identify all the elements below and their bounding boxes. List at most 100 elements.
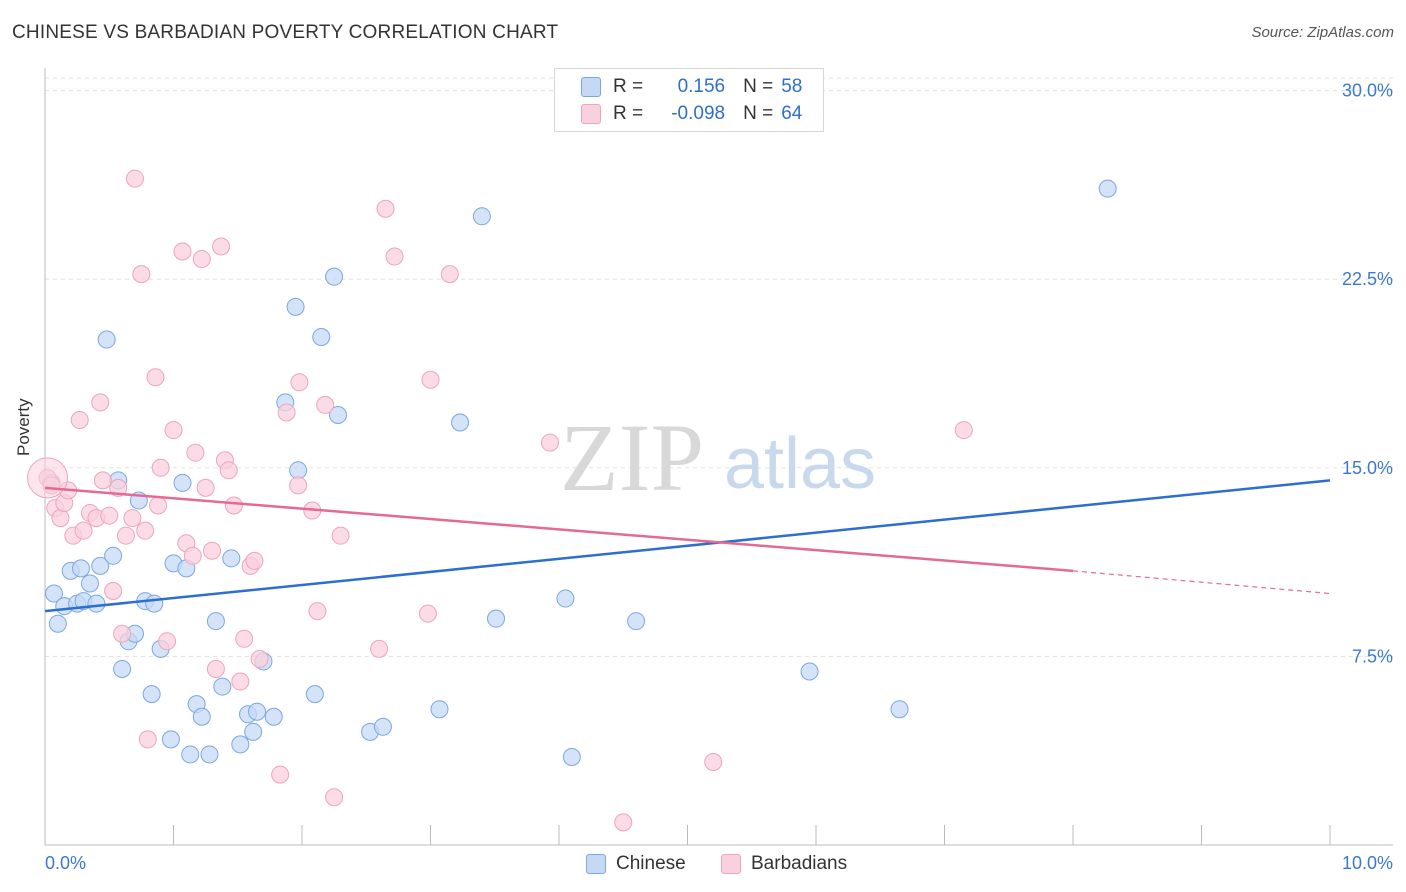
barbadian-point (70, 411, 89, 430)
chinese-point (286, 297, 305, 316)
bottom-legend-barbadians: Barbadians (721, 852, 847, 876)
barbadian-trend-extension (1072, 570, 1331, 595)
chinese-point (192, 707, 211, 726)
chinese-point (145, 594, 164, 613)
chinese-point (44, 584, 63, 603)
barbadian-point (224, 496, 243, 515)
legend-row-chinese: R = 0.156 N = 58 (581, 75, 802, 99)
chinese-point (48, 614, 67, 633)
chinese-point (800, 662, 819, 681)
chinese-point (627, 612, 646, 631)
chinese-point (487, 609, 506, 628)
chinese-point (206, 612, 225, 631)
chinese-point (289, 461, 308, 480)
barbadian-point (440, 265, 459, 284)
chinese-point (373, 717, 392, 736)
barbadian-point (109, 478, 128, 497)
barbadian-point (74, 521, 93, 540)
barbadian-point (308, 602, 327, 621)
barbadian-point (136, 521, 155, 540)
barbadian-point (250, 649, 269, 668)
chinese-point (71, 559, 90, 578)
barbadian-point (173, 242, 192, 261)
barbadian-point (138, 730, 157, 749)
legend-r-value: -0.098 (671, 103, 726, 124)
y-tick-label: 7.5% (1352, 646, 1393, 666)
chinese-point (161, 730, 180, 749)
chinese-point (890, 700, 909, 719)
barbadian-point (146, 368, 165, 387)
barbadian-point (164, 421, 183, 440)
barbadian-point (212, 237, 231, 256)
watermark-atlas: atlas (724, 424, 876, 504)
barbadian-point (231, 672, 250, 691)
tick-labels: 7.5% 15.0% 22.5% 30.0% 0.0% 10.0% (45, 81, 1393, 873)
barbadian-point (116, 526, 135, 545)
barbadian-point (325, 788, 344, 807)
chinese-point (244, 722, 263, 741)
chinese-point (264, 707, 283, 726)
chinese-point (231, 735, 250, 754)
barbadian-point (125, 169, 144, 188)
barbadian-point (235, 629, 254, 648)
legend-n-label: N = (743, 76, 774, 97)
chinese-point (142, 685, 161, 704)
chinese-swatch (586, 854, 606, 874)
chinese-point (325, 267, 344, 286)
chinese-point (1098, 179, 1117, 198)
barbadian-point (104, 582, 123, 601)
barbadian-point (277, 403, 296, 422)
barbadian-point (123, 509, 142, 528)
y-tick-label: 30.0% (1342, 81, 1393, 101)
chinese-point (181, 745, 200, 764)
barbadian-point (614, 813, 633, 832)
chinese-point (430, 700, 449, 719)
chinese-trend-line (44, 479, 1331, 613)
chinese-point (305, 685, 324, 704)
chinese-point (328, 405, 347, 424)
barbadian-point (93, 471, 112, 490)
y-tick-label: 22.5% (1342, 269, 1393, 289)
x-tick-label: 0.0% (45, 853, 86, 873)
chinese-point (80, 574, 99, 593)
chinese-point (213, 677, 232, 696)
barbadian-point (100, 506, 119, 525)
chinese-point (87, 594, 106, 613)
barbadian-point (370, 639, 389, 658)
barbadian-point (51, 509, 70, 528)
legend-n-value: 64 (781, 103, 803, 124)
chinese-point (97, 330, 116, 349)
barbadian-point (91, 393, 110, 412)
bottom-legend-chinese: Chinese (586, 852, 686, 876)
legend-n-value: 58 (781, 76, 803, 97)
barbadian-point (196, 478, 215, 497)
chinese-point (173, 473, 192, 492)
barbadian-point (158, 632, 177, 651)
chinese-point (200, 745, 219, 764)
legend-r-label: R = (613, 103, 644, 124)
barbadian-point (271, 765, 290, 784)
chinese-point (451, 413, 470, 432)
barbadian-point (954, 421, 973, 440)
barbadian-swatch (581, 104, 601, 124)
barbadian-point (183, 546, 202, 565)
barbadian-point (385, 247, 404, 266)
chinese-point (248, 702, 267, 721)
barbadian-point (206, 659, 225, 678)
barbadian-point (219, 461, 238, 480)
barbadian-point (192, 250, 211, 269)
watermark: ZIP atlas (560, 404, 876, 511)
barbadian-point (316, 395, 335, 414)
chinese-point (113, 659, 132, 678)
chinese-point (472, 207, 491, 226)
data-points (27, 169, 1117, 832)
chinese-point (556, 589, 575, 608)
watermark-zip: ZIP (560, 404, 704, 511)
barbadian-point (149, 496, 168, 515)
chinese-point (91, 556, 110, 575)
chinese-point (312, 328, 331, 347)
chinese-point (222, 549, 241, 568)
barbadian-point (290, 373, 309, 392)
legend-r-label: R = (613, 76, 644, 97)
